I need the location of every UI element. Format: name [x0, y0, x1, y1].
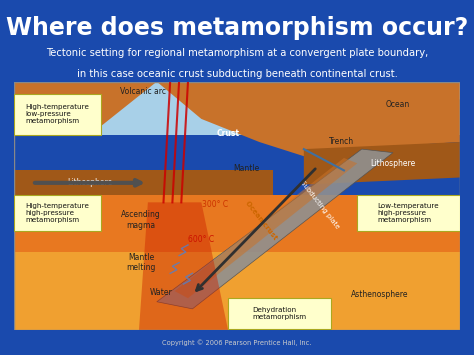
Text: Ocean crust: Ocean crust	[245, 200, 278, 241]
Polygon shape	[14, 170, 273, 195]
Text: Crust: Crust	[217, 129, 239, 138]
FancyBboxPatch shape	[14, 94, 101, 135]
Polygon shape	[157, 149, 393, 309]
Polygon shape	[14, 252, 460, 330]
Text: Lithosphere: Lithosphere	[370, 159, 416, 168]
Text: Subducting plate: Subducting plate	[299, 179, 340, 229]
Text: Lithosphere: Lithosphere	[68, 178, 113, 187]
FancyBboxPatch shape	[228, 298, 330, 329]
Text: High-temperature
high-pressure
metamorphism: High-temperature high-pressure metamorph…	[26, 203, 90, 223]
Text: Ocean: Ocean	[385, 100, 410, 109]
Text: Asthenosphere: Asthenosphere	[351, 290, 408, 299]
Polygon shape	[139, 202, 228, 330]
Polygon shape	[36, 131, 99, 135]
Polygon shape	[14, 195, 460, 252]
Text: Where does metamorphism occur?: Where does metamorphism occur?	[6, 16, 468, 40]
Text: 600° C: 600° C	[188, 235, 214, 244]
Text: Low-temperature
high-pressure
metamorphism: Low-temperature high-pressure metamorphi…	[378, 203, 439, 223]
Text: Mantle
melting: Mantle melting	[127, 253, 156, 272]
FancyBboxPatch shape	[14, 195, 101, 231]
Text: in this case oceanic crust subducting beneath continental crust.: in this case oceanic crust subducting be…	[77, 69, 397, 79]
Text: 300° C: 300° C	[201, 200, 228, 209]
Text: Water: Water	[150, 288, 173, 297]
Text: Trench: Trench	[329, 137, 354, 147]
Text: Mantle: Mantle	[233, 164, 259, 173]
Text: Copyright © 2006 Pearson Prentice Hall, Inc.: Copyright © 2006 Pearson Prentice Hall, …	[162, 339, 312, 346]
Polygon shape	[14, 82, 460, 156]
Text: High-temperature
low-pressure
metamorphism: High-temperature low-pressure metamorphi…	[26, 104, 90, 125]
Text: Dehydration
metamorphism: Dehydration metamorphism	[252, 307, 306, 320]
Text: Tectonic setting for regional metamorphism at a convergent plate boundary,: Tectonic setting for regional metamorphi…	[46, 48, 428, 59]
Polygon shape	[304, 142, 460, 185]
Bar	[14, 82, 460, 135]
Polygon shape	[273, 99, 460, 135]
FancyBboxPatch shape	[357, 195, 460, 231]
Polygon shape	[174, 158, 357, 298]
Text: Volcanic arc: Volcanic arc	[120, 87, 166, 96]
Text: Ascending
magma: Ascending magma	[121, 211, 161, 230]
